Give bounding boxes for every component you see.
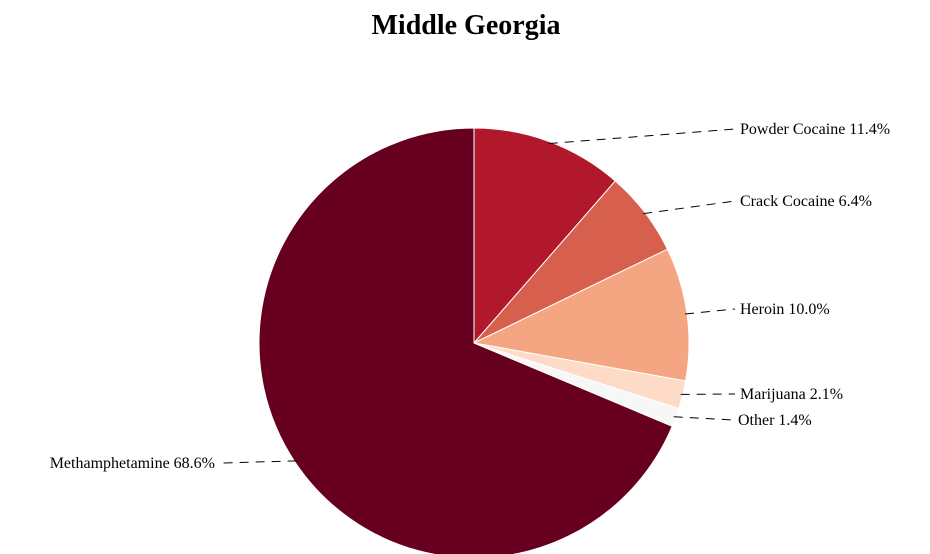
- leader-line-methamphetamine: [221, 460, 297, 464]
- slice-label-heroin: Heroin 10.0%: [740, 301, 830, 318]
- slice-labels: Powder Cocaine 11.4% Crack Cocaine 6.4% He…: [50, 121, 890, 472]
- pie-slices: [258, 127, 690, 554]
- slice-label-methamphetamine: Methamphetamine 68.6%: [50, 455, 215, 472]
- leader-line-powder-cocaine: [548, 128, 736, 145]
- slice-label-crack-cocaine: Crack Cocaine 6.4%: [740, 193, 872, 210]
- leader-lines: [221, 128, 736, 464]
- leader-line-crack-cocaine: [643, 200, 736, 215]
- slice-label-other: Other 1.4%: [738, 412, 812, 429]
- slice-label-powder-cocaine: Powder Cocaine 11.4%: [740, 121, 890, 138]
- leader-line-other: [673, 416, 734, 421]
- pie-slice-powder-cocaine: [473, 127, 616, 345]
- pie-slice-methamphetamine: [258, 127, 673, 554]
- leader-line-heroin: [684, 308, 736, 315]
- chart-title: Middle Georgia: [372, 10, 561, 41]
- slice-label-marijuana: Marijuana 2.1%: [740, 386, 843, 403]
